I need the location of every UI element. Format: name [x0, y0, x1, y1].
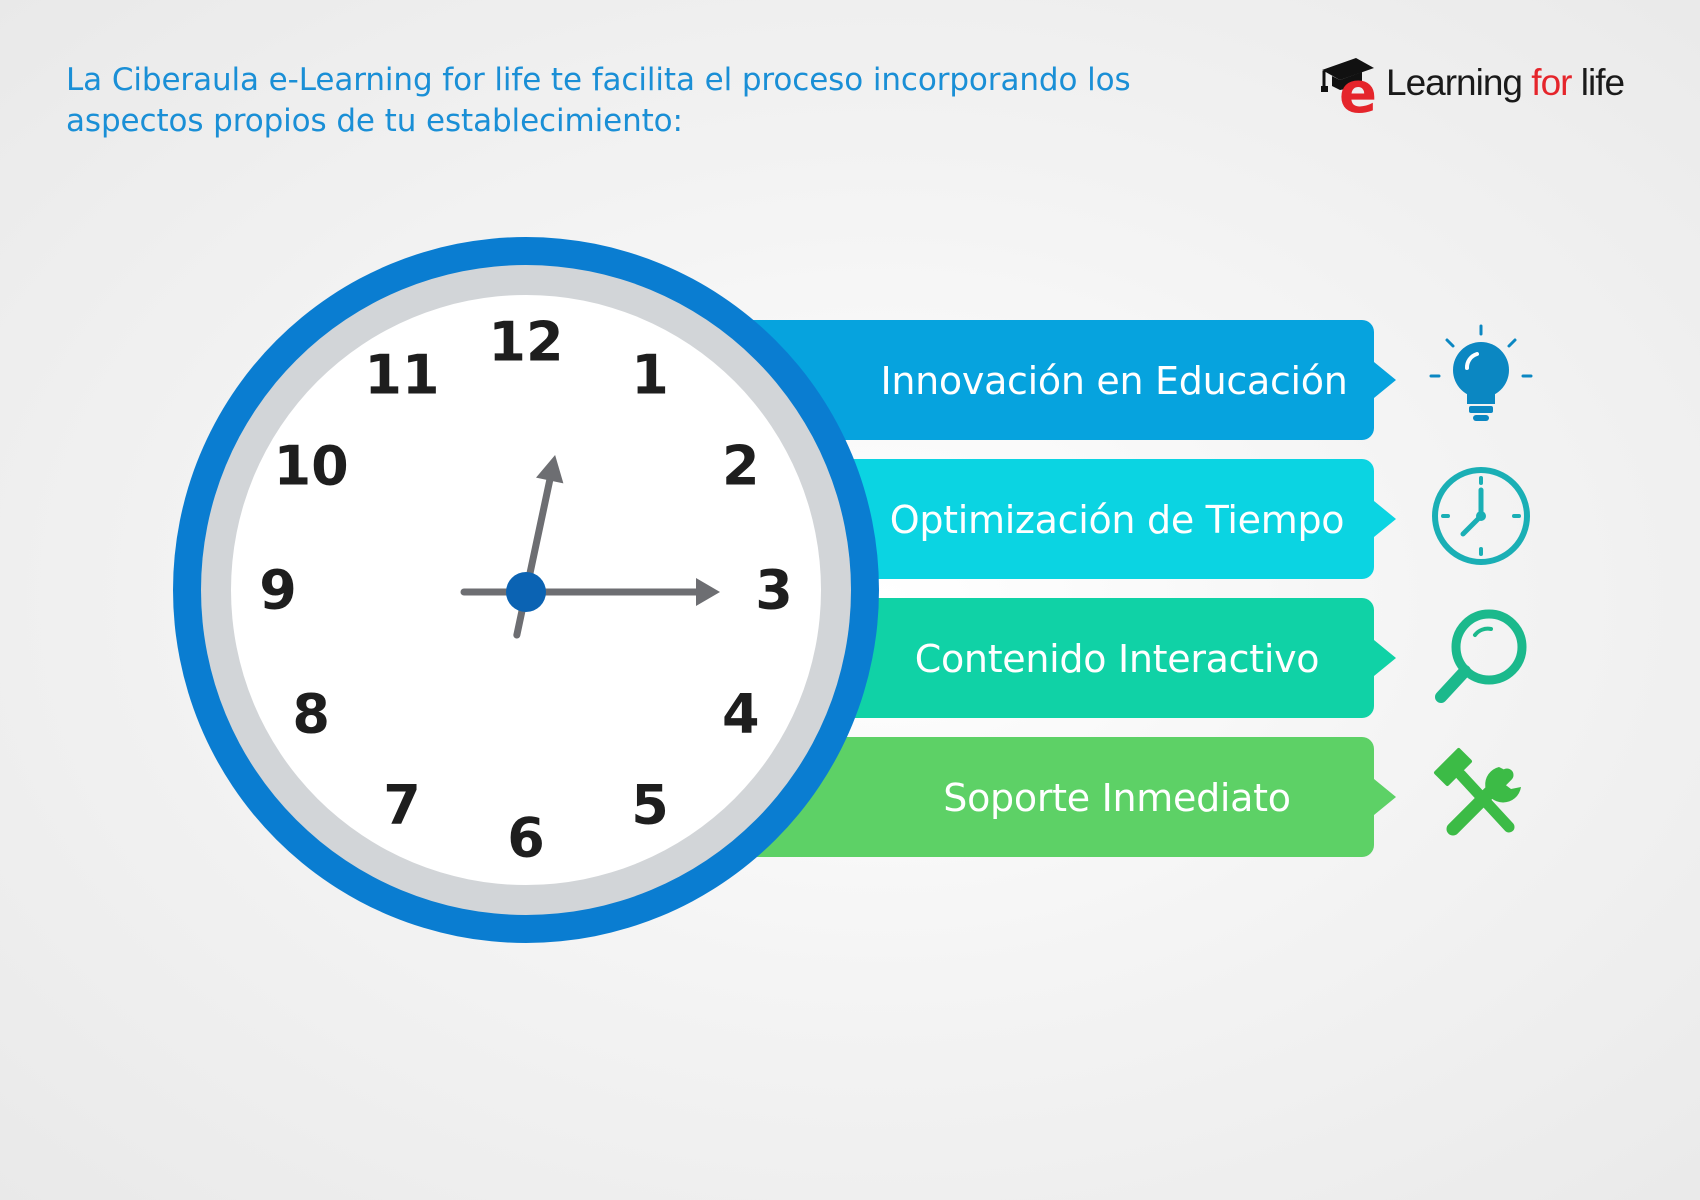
- clock-number-10: 10: [274, 435, 349, 498]
- banner-label-innovacion: Innovación en Educación: [880, 359, 1348, 403]
- banner-label-optimizacion: Optimización de Tiempo: [889, 498, 1345, 542]
- logo: e Learning for life: [1318, 40, 1658, 120]
- logo-letter-e: e: [1339, 61, 1377, 120]
- clock-number-6: 6: [507, 807, 545, 870]
- logo-word-learning: Learning: [1386, 62, 1523, 103]
- banner-1: [700, 320, 1396, 440]
- banner-label-contenido: Contenido Interactivo: [914, 637, 1320, 681]
- logo-word-life: life: [1580, 62, 1625, 103]
- lightbulb-icon: [1429, 324, 1533, 421]
- clock-icon: [1432, 467, 1530, 565]
- clock-number-8: 8: [292, 683, 330, 746]
- clock-number-2: 2: [722, 435, 760, 498]
- headline-line-1: La Ciberaula e-Learning for life te faci…: [66, 62, 1131, 98]
- graduation-cap-logo-icon: e: [1321, 58, 1377, 120]
- clock-number-9: 9: [259, 559, 297, 622]
- clock-number-3: 3: [755, 559, 793, 622]
- banner-label-soporte: Soporte Inmediato: [943, 776, 1291, 820]
- clock-number-12: 12: [488, 311, 563, 374]
- logo-wordmark: Learning for life: [1386, 62, 1625, 104]
- magnifier-icon: [1435, 609, 1527, 703]
- clock-number-7: 7: [383, 773, 421, 836]
- clock-number-1: 1: [631, 344, 669, 407]
- clock-number-5: 5: [631, 773, 669, 836]
- clock-hub: [506, 572, 546, 612]
- minute-hand: [460, 578, 720, 606]
- headline-line-2: aspectos propios de tu establecimiento:: [66, 103, 683, 139]
- clock-number-11: 11: [364, 344, 439, 407]
- tools-icon: [1434, 748, 1521, 836]
- headline: La Ciberaula e-Learning for life te faci…: [66, 60, 1246, 142]
- logo-word-for: for: [1531, 62, 1572, 103]
- clock-number-4: 4: [722, 683, 760, 746]
- banner-4: [700, 737, 1396, 857]
